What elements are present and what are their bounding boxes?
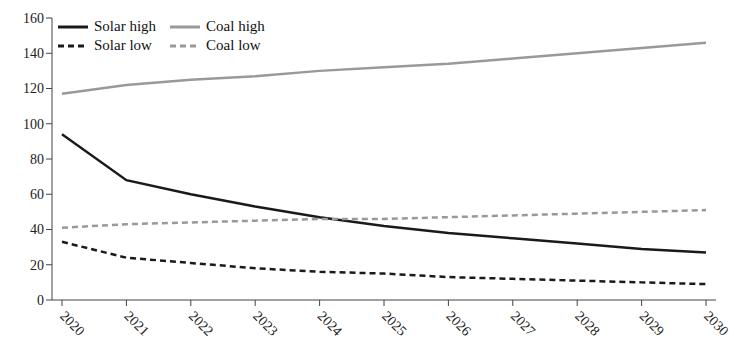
- svg-text:140: 140: [23, 46, 44, 61]
- svg-text:2021: 2021: [121, 308, 151, 338]
- svg-text:40: 40: [30, 222, 44, 237]
- svg-text:160: 160: [23, 11, 44, 26]
- svg-text:2026: 2026: [443, 308, 473, 338]
- svg-text:60: 60: [30, 187, 44, 202]
- svg-text:80: 80: [30, 152, 44, 167]
- svg-text:2024: 2024: [315, 308, 345, 338]
- svg-text:2027: 2027: [508, 308, 538, 338]
- svg-text:2022: 2022: [186, 308, 216, 338]
- svg-text:120: 120: [23, 81, 44, 96]
- html-text:Solar high: Solar high: [94, 18, 157, 34]
- svg-text:2028: 2028: [572, 308, 602, 338]
- svg-text:100: 100: [23, 117, 44, 132]
- html-text:Coal low: Coal low: [206, 37, 261, 53]
- svg-text:2029: 2029: [637, 308, 667, 338]
- svg-text:2023: 2023: [250, 308, 280, 338]
- html-text:Solar low: Solar low: [94, 37, 152, 53]
- svg-text:2025: 2025: [379, 308, 409, 338]
- svg-text:0: 0: [37, 293, 44, 308]
- svg-text:2020: 2020: [57, 308, 87, 338]
- svg-text:20: 20: [30, 258, 44, 273]
- svg-text:2030: 2030: [701, 308, 731, 338]
- html-text:Coal high: Coal high: [206, 18, 265, 34]
